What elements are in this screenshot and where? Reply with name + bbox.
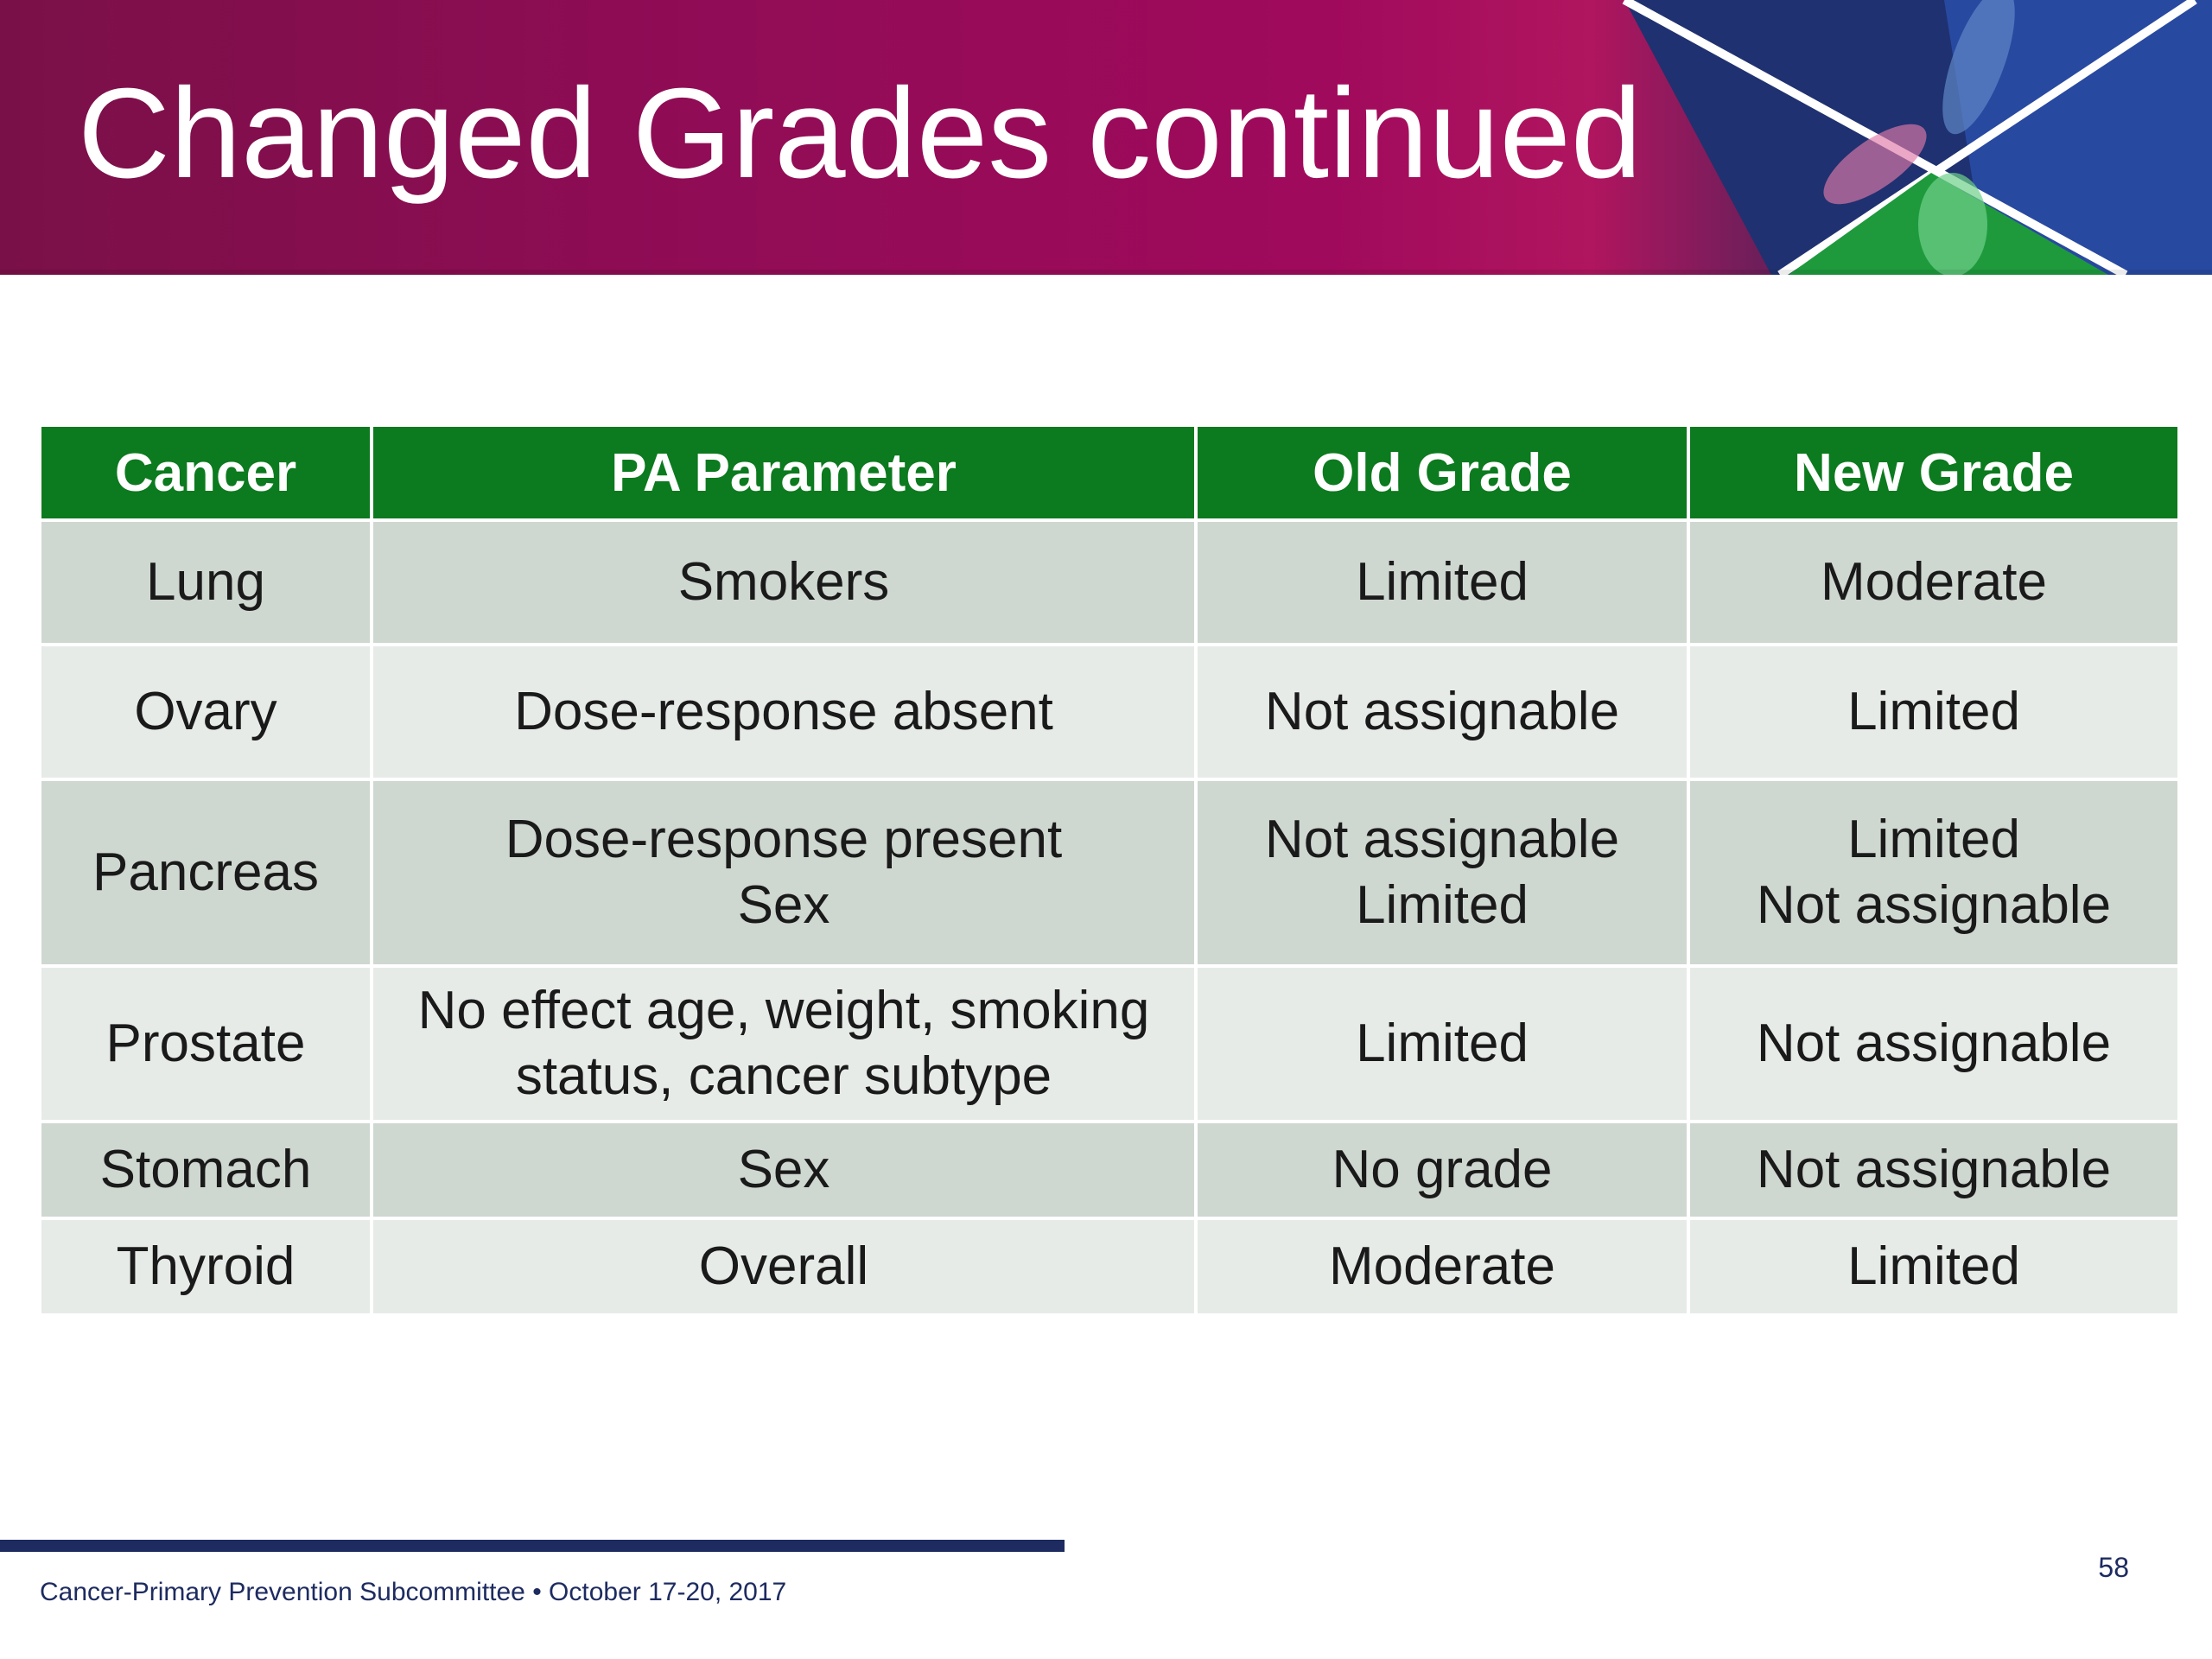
cancer-cell: Ovary (41, 646, 370, 778)
parameter-cell: Smokers (373, 522, 1194, 643)
cell-text: Limited (1847, 1236, 2020, 1296)
parameter-cell: Dose-response absent (373, 646, 1194, 778)
cell-text: Sex (737, 875, 830, 935)
parameter-cell: Overall (373, 1220, 1194, 1313)
table-row: Pancreas Dose-response present Sex Not a… (41, 781, 2177, 964)
cancer-cell: Stomach (41, 1123, 370, 1217)
old-grade-cell: Moderate (1198, 1220, 1687, 1313)
cell-text: Limited (1847, 682, 2020, 741)
cancer-cell: Prostate (41, 968, 370, 1120)
cell-text: Not assignable (1756, 875, 2112, 935)
cell-text: Limited (1356, 552, 1529, 612)
cell-text: Lung (146, 552, 265, 612)
table-row: Stomach Sex No grade Not assignable (41, 1123, 2177, 1217)
cell-text: No grade (1332, 1140, 1553, 1199)
footer-caption: Cancer-Primary Prevention Subcommittee •… (40, 1578, 787, 1606)
column-header-cancer: Cancer (41, 427, 370, 518)
table-row: Thyroid Overall Moderate Limited (41, 1220, 2177, 1313)
cell-text: status, cancer subtype (515, 1046, 1052, 1106)
cell-text: Not assignable (1264, 682, 1620, 741)
cell-text: Dose-response absent (514, 682, 1053, 741)
cell-text: Overall (698, 1236, 869, 1296)
column-header-new-grade: New Grade (1690, 427, 2177, 518)
cell-text: Limited (1356, 875, 1529, 935)
cell-text: Limited (1356, 1014, 1529, 1073)
cancer-cell: Lung (41, 522, 370, 643)
cell-text: Sex (737, 1140, 830, 1199)
old-grade-cell: Limited (1198, 522, 1687, 643)
cell-text: Limited (1847, 810, 2020, 869)
table-row: Prostate No effect age, weight, smoking … (41, 968, 2177, 1120)
cancer-cell: Pancreas (41, 781, 370, 964)
cell-text: Ovary (134, 682, 277, 741)
title-banner: Changed Grades continued (0, 0, 2212, 275)
parameter-cell: Sex (373, 1123, 1194, 1217)
old-grade-cell: Not assignable Limited (1198, 781, 1687, 964)
cancer-cell: Thyroid (41, 1220, 370, 1313)
cell-text: Moderate (1329, 1236, 1555, 1296)
cell-text: Thyroid (116, 1236, 296, 1296)
grades-table: Cancer PA Parameter Old Grade New Grade … (38, 423, 2181, 1317)
cell-text: Dose-response present (505, 810, 1063, 869)
cell-text: Pancreas (92, 842, 319, 902)
new-grade-cell: Limited (1690, 646, 2177, 778)
table-row: Lung Smokers Limited Moderate (41, 522, 2177, 643)
column-header-old-grade: Old Grade (1198, 427, 1687, 518)
new-grade-cell: Not assignable (1690, 1123, 2177, 1217)
new-grade-cell: Limited Not assignable (1690, 781, 2177, 964)
cell-text: Moderate (1821, 552, 2047, 612)
parameter-cell: Dose-response present Sex (373, 781, 1194, 964)
cell-text: Not assignable (1756, 1140, 2112, 1199)
new-grade-cell: Limited (1690, 1220, 2177, 1313)
page-number: 58 (2098, 1552, 2129, 1583)
new-grade-cell: Moderate (1690, 522, 2177, 643)
slide-title: Changed Grades continued (78, 62, 1643, 205)
table-header-row: Cancer PA Parameter Old Grade New Grade (41, 427, 2177, 518)
footer-divider (0, 1540, 1065, 1552)
decorative-banner-graphic (0, 0, 2212, 275)
cell-text: Not assignable (1264, 810, 1620, 869)
old-grade-cell: No grade (1198, 1123, 1687, 1217)
table-row: Ovary Dose-response absent Not assignabl… (41, 646, 2177, 778)
cell-text: No effect age, weight, smoking (417, 981, 1150, 1040)
old-grade-cell: Limited (1198, 968, 1687, 1120)
cell-text: Stomach (99, 1140, 312, 1199)
cell-text: Not assignable (1756, 1014, 2112, 1073)
new-grade-cell: Not assignable (1690, 968, 2177, 1120)
cell-text: Prostate (105, 1014, 306, 1073)
cell-text: Smokers (677, 552, 890, 612)
old-grade-cell: Not assignable (1198, 646, 1687, 778)
column-header-pa-parameter: PA Parameter (373, 427, 1194, 518)
parameter-cell: No effect age, weight, smoking status, c… (373, 968, 1194, 1120)
